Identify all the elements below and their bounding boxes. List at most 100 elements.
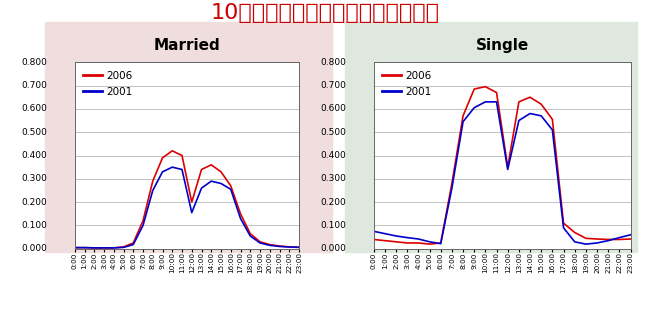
2001: [227, 188, 235, 191]
2006: [100, 246, 108, 250]
2006: [627, 237, 634, 241]
2006: [426, 242, 434, 246]
2001: [168, 165, 176, 169]
2001: [381, 232, 389, 235]
2001: [571, 240, 578, 244]
2001: [493, 100, 500, 104]
2001: [100, 246, 108, 250]
2001: [295, 246, 303, 249]
2001: [207, 179, 215, 183]
2006: [515, 100, 523, 104]
2006: [471, 87, 478, 91]
2001: [471, 106, 478, 109]
Text: 0.800: 0.800: [21, 58, 47, 67]
2006: [295, 245, 303, 249]
Text: 0.500: 0.500: [320, 128, 346, 137]
2006: [571, 231, 578, 234]
2001: [256, 241, 264, 245]
2001: [560, 226, 567, 230]
2006: [207, 163, 215, 167]
2006: [560, 221, 567, 225]
2006: [120, 245, 127, 249]
Text: 0.200: 0.200: [21, 198, 47, 207]
Text: 0.400: 0.400: [320, 151, 346, 160]
Line: 2001: 2001: [374, 102, 630, 244]
2006: [370, 238, 378, 241]
2006: [227, 184, 235, 188]
2001: [188, 211, 196, 215]
2001: [627, 233, 634, 237]
2006: [616, 238, 623, 241]
Text: 0.800: 0.800: [320, 58, 346, 67]
2001: [110, 246, 118, 250]
2001: [266, 244, 274, 247]
2006: [504, 165, 512, 169]
2001: [549, 128, 556, 132]
2001: [515, 118, 523, 122]
Text: 0.300: 0.300: [21, 174, 47, 183]
2006: [538, 102, 545, 106]
Text: Single: Single: [476, 38, 528, 53]
2001: [415, 237, 422, 241]
2006: [448, 182, 456, 185]
2001: [370, 230, 378, 233]
2006: [237, 212, 244, 216]
2006: [217, 170, 225, 174]
2001: [149, 188, 157, 192]
2001: [437, 242, 445, 246]
2001: [616, 236, 623, 239]
2001: [139, 224, 147, 227]
Text: 0.600: 0.600: [320, 104, 346, 113]
Text: 10歳未満児の母親の時間帯別就業率: 10歳未満児の母親の時間帯別就業率: [211, 3, 439, 23]
2001: [426, 240, 434, 244]
2006: [90, 246, 98, 250]
Text: 0.400: 0.400: [21, 151, 47, 160]
2006: [493, 91, 500, 95]
Text: 0.700: 0.700: [21, 81, 47, 90]
2006: [381, 239, 389, 243]
2006: [459, 114, 467, 118]
2001: [198, 186, 205, 190]
2006: [159, 156, 166, 160]
2001: [604, 239, 612, 243]
2001: [582, 242, 590, 246]
2001: [178, 168, 186, 171]
2006: [81, 246, 88, 249]
2006: [139, 219, 147, 223]
Text: Married: Married: [153, 38, 220, 53]
2001: [90, 246, 98, 250]
2001: [404, 236, 411, 239]
2006: [246, 232, 254, 235]
Text: 0.600: 0.600: [21, 104, 47, 113]
2001: [504, 168, 512, 171]
2001: [593, 241, 601, 245]
2001: [159, 170, 166, 174]
2001: [81, 246, 88, 249]
2001: [482, 100, 489, 104]
2001: [276, 244, 283, 248]
2001: [448, 186, 456, 190]
2006: [549, 118, 556, 121]
Text: 0.500: 0.500: [21, 128, 47, 137]
2006: [276, 244, 283, 248]
2006: [129, 241, 137, 245]
2006: [256, 240, 264, 244]
2006: [168, 149, 176, 153]
2001: [237, 216, 244, 220]
Text: 0.000: 0.000: [21, 244, 47, 253]
2001: [217, 182, 225, 185]
2006: [415, 241, 422, 245]
2006: [266, 243, 274, 246]
2001: [459, 120, 467, 123]
2001: [526, 112, 534, 115]
2006: [178, 154, 186, 157]
2001: [129, 243, 137, 246]
Text: 0.100: 0.100: [21, 221, 47, 230]
2006: [188, 200, 196, 204]
Text: 0.000: 0.000: [320, 244, 346, 253]
2006: [71, 246, 79, 249]
2006: [110, 246, 118, 250]
Text: 0.700: 0.700: [320, 81, 346, 90]
2006: [198, 168, 205, 171]
2006: [526, 95, 534, 99]
